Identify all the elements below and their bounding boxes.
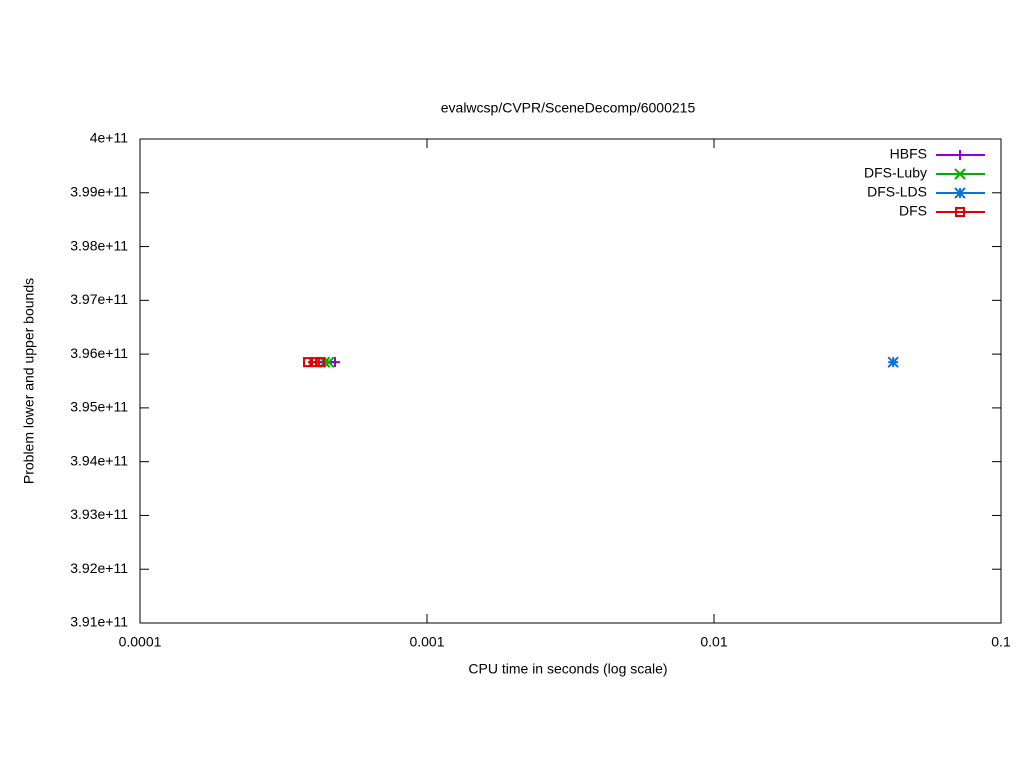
y-tick-label: 3.95e+11 bbox=[70, 399, 128, 415]
x-tick-label: 0.0001 bbox=[119, 634, 162, 650]
x-tick-label: 0.001 bbox=[409, 634, 444, 650]
data-point bbox=[315, 357, 326, 368]
data-point bbox=[323, 356, 335, 368]
y-tick-label: 3.99e+11 bbox=[70, 183, 128, 199]
y-tick-label: 3.97e+11 bbox=[70, 291, 128, 307]
y-tick-label: 3.96e+11 bbox=[70, 345, 128, 361]
x-tick-label: 0.1 bbox=[991, 634, 1011, 650]
y-tick-label: 3.91e+11 bbox=[70, 614, 128, 630]
x-axis-label: CPU time in seconds (log scale) bbox=[468, 661, 667, 677]
legend-marker bbox=[954, 187, 966, 199]
data-point bbox=[329, 357, 340, 368]
plot-frame bbox=[139, 138, 1002, 624]
y-tick-label: 3.92e+11 bbox=[70, 560, 128, 576]
legend-label: DFS bbox=[899, 203, 927, 219]
y-tick-label: 3.94e+11 bbox=[70, 452, 128, 468]
y-tick-label: 3.93e+11 bbox=[70, 506, 128, 522]
y-tick-label: 4e+11 bbox=[90, 130, 128, 146]
chart-title: evalwcsp/CVPR/SceneDecomp/6000215 bbox=[441, 100, 696, 116]
legend-label: DFS-LDS bbox=[867, 184, 927, 200]
x-tick-label: 0.01 bbox=[700, 634, 727, 650]
y-axis-label: Problem lower and upper bounds bbox=[21, 278, 37, 484]
y-tick-label: 3.98e+11 bbox=[70, 237, 128, 253]
legend-label: DFS-Luby bbox=[864, 165, 927, 181]
data-point bbox=[887, 356, 899, 368]
legend-marker bbox=[955, 150, 965, 160]
legend-marker bbox=[954, 168, 966, 180]
legend-marker bbox=[955, 207, 965, 217]
legend-label: HBFS bbox=[890, 146, 927, 162]
